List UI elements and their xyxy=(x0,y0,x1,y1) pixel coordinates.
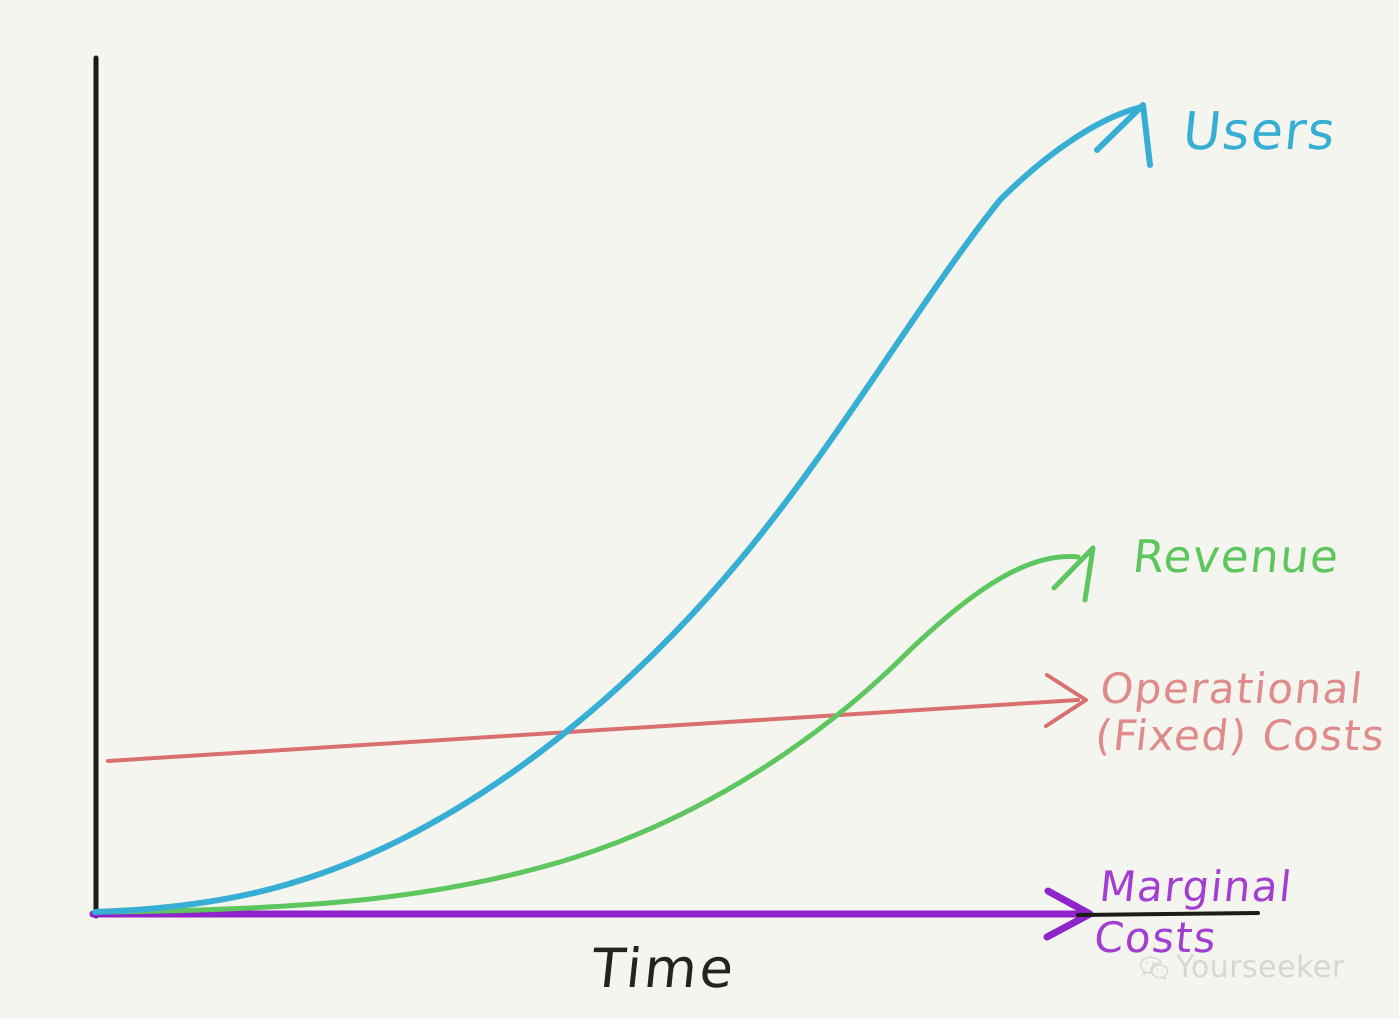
series-label-marginal-costs-line1: Marginal xyxy=(1097,862,1296,911)
series-label-operational-costs-line1: Operational xyxy=(1097,664,1367,713)
series-arrow-operational-costs xyxy=(1044,673,1088,728)
watermark: Yourseeker xyxy=(1139,950,1345,985)
series-line-users xyxy=(92,105,1141,915)
series-arrow-users xyxy=(1094,102,1153,168)
series-label-users: Users xyxy=(1179,102,1340,162)
x-axis-label-time: Time xyxy=(588,937,740,1000)
series-label-operational-costs: Operational (Fixed) Costs xyxy=(1092,664,1392,761)
series-label-revenue: Revenue xyxy=(1130,530,1343,583)
series-label-marginal-costs: Marginal Costs xyxy=(1092,862,1296,962)
series-label-operational-costs-line2: (Fixed) Costs xyxy=(1092,711,1388,761)
marginal-label-underline xyxy=(1076,911,1260,917)
series-line-operational-costs xyxy=(106,698,1080,763)
wechat-icon xyxy=(1139,955,1169,980)
series-line-revenue xyxy=(92,554,1081,915)
watermark-text: Yourseeker xyxy=(1176,950,1345,985)
series-arrow-revenue xyxy=(1051,545,1096,603)
